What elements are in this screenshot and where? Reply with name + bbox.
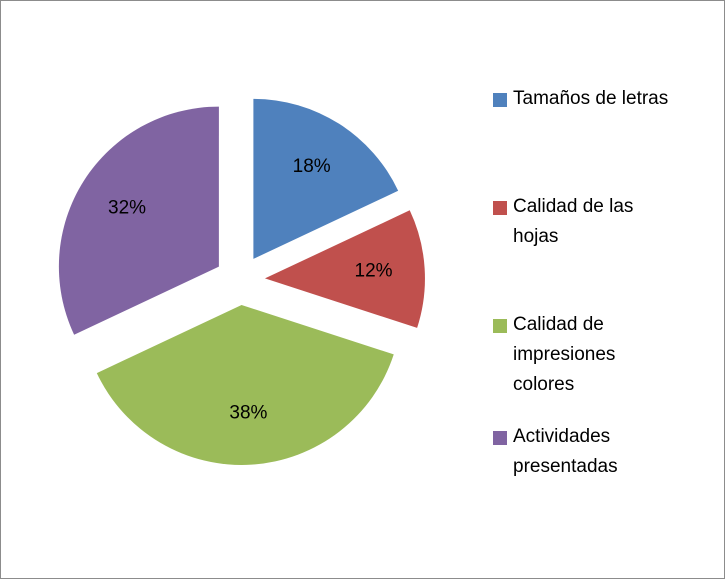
legend-label: Calidad de las hojas xyxy=(513,196,634,247)
legend-item: Calidad de impresiones colores xyxy=(493,310,683,400)
legend-swatch xyxy=(493,431,507,445)
legend-swatch xyxy=(493,93,507,107)
legend-item: Calidad de las hojas xyxy=(493,192,683,252)
legend-label: Actividades presentadas xyxy=(513,426,618,477)
legend-item: Actividades presentadas xyxy=(493,422,683,482)
legend-label: Calidad de impresiones colores xyxy=(513,314,616,395)
pie-slice xyxy=(264,210,425,328)
legend-label: Tamaños de letras xyxy=(513,88,669,109)
pie-slice xyxy=(96,304,394,465)
data-label: 18% xyxy=(293,156,331,177)
legend-swatch xyxy=(493,319,507,333)
data-label: 12% xyxy=(355,261,393,282)
data-label: 32% xyxy=(108,197,146,218)
data-label: 38% xyxy=(229,403,267,424)
legend-item: Tamaños de letras xyxy=(493,84,683,114)
legend-swatch xyxy=(493,201,507,215)
pie-slice xyxy=(58,106,219,335)
pie-slice xyxy=(253,98,399,259)
